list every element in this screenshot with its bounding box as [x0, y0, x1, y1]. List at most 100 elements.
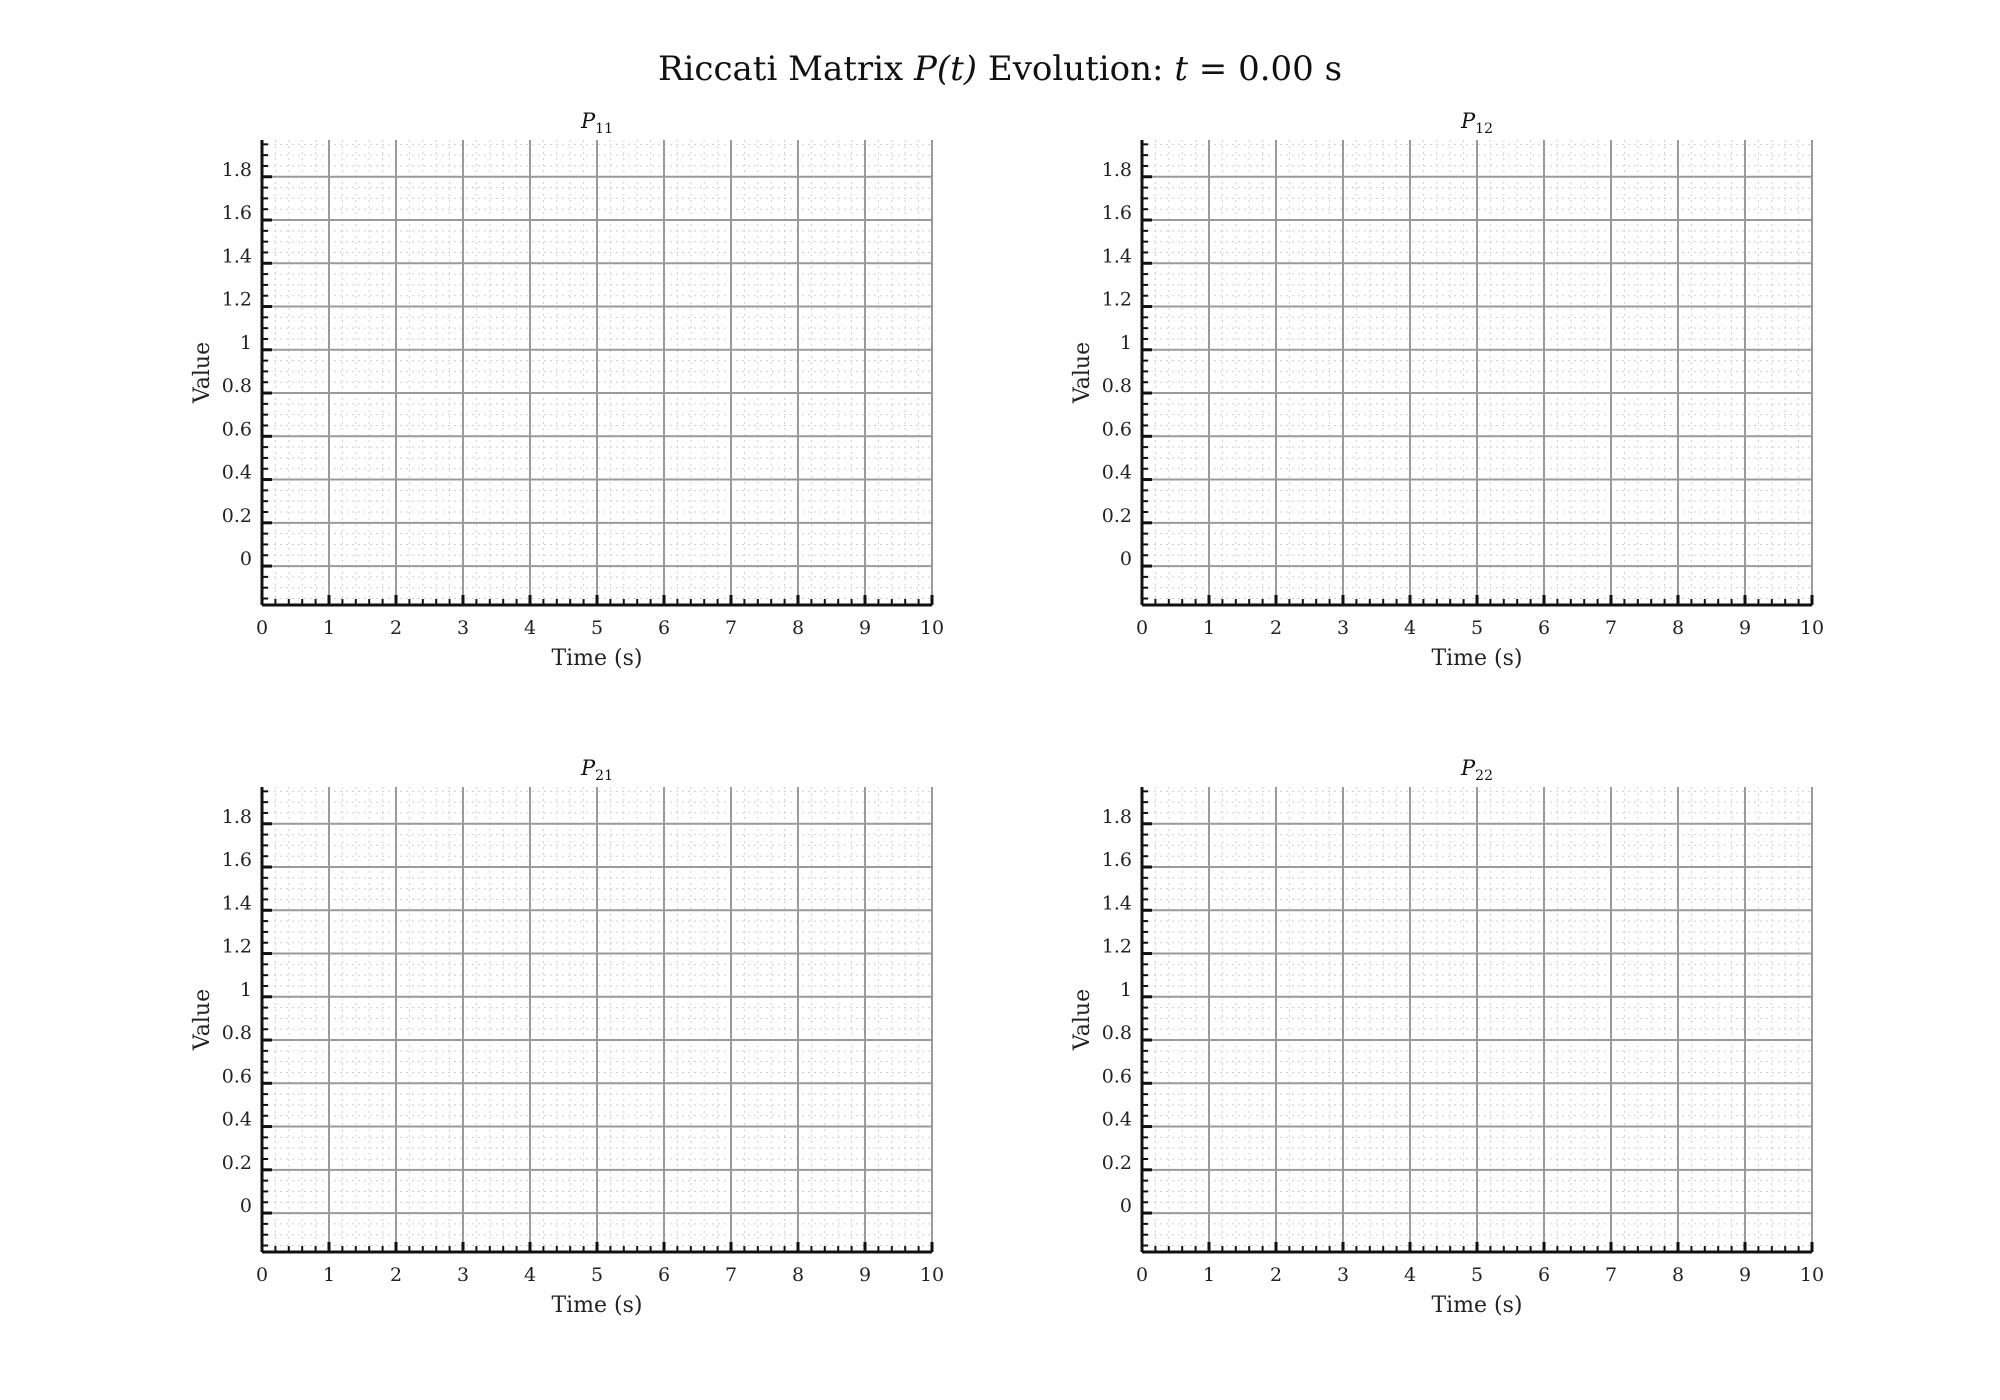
- x-tick-label: 9: [859, 617, 871, 639]
- x-tick-label: 6: [658, 617, 670, 639]
- figure-title-symbol: P(t): [913, 49, 977, 89]
- x-tick-label: 7: [1605, 617, 1617, 639]
- y-tick-label: 1.8: [1102, 159, 1132, 181]
- x-tick-label: 4: [524, 617, 536, 639]
- subplot-title-symbol: P: [580, 109, 596, 133]
- y-tick-label: 1.6: [1102, 202, 1132, 224]
- y-tick-label: 1.2: [1102, 936, 1132, 958]
- y-axis-label: Value: [1070, 989, 1095, 1051]
- x-tick-label: 9: [859, 1264, 871, 1286]
- subplot-p11: 0 1 2 3 4 5 6 7 8 9 10 0 0.2 0.4 0.6 0.8 1 1.2 1.4 1.6 1.8 Ti…: [190, 109, 944, 671]
- y-tick-label: 0: [1120, 548, 1132, 570]
- x-tick-label: 2: [390, 617, 402, 639]
- y-tick-label: 0.4: [222, 1109, 252, 1131]
- subplot-title: P11: [580, 109, 613, 137]
- x-axis-label: Time (s): [1431, 646, 1522, 671]
- y-tick-label: 0.8: [222, 1022, 252, 1044]
- x-tick-label: 9: [1739, 1264, 1751, 1286]
- x-tick-label: 8: [792, 617, 804, 639]
- x-tick-label: 4: [524, 1264, 536, 1286]
- y-tick-label: 0.6: [1102, 1065, 1132, 1087]
- x-tick-label: 2: [1270, 1264, 1282, 1286]
- x-tick-label: 3: [457, 1264, 469, 1286]
- x-tick-label: 7: [1605, 1264, 1617, 1286]
- x-tick-label: 5: [591, 617, 603, 639]
- subplot-p21: 0 1 2 3 4 5 6 7 8 9 10 0 0.2 0.4 0.6 0.8 1 1.2 1.4 1.6 1.8 Ti…: [190, 756, 944, 1318]
- subplot-title-symbol: P: [1460, 756, 1476, 780]
- y-tick-label: 1: [1120, 332, 1132, 354]
- subplot-title-symbol: P: [1460, 109, 1476, 133]
- x-tick-label: 3: [457, 617, 469, 639]
- x-tick-label: 2: [390, 1264, 402, 1286]
- subplot-title: P21: [580, 756, 613, 784]
- x-tick-label: 1: [1203, 617, 1215, 639]
- x-axis-label: Time (s): [1431, 1293, 1522, 1318]
- y-tick-label: 1.6: [222, 202, 252, 224]
- y-tick-label: 0.8: [1102, 375, 1132, 397]
- x-tick-label: 4: [1404, 617, 1416, 639]
- x-tick-label: 0: [1136, 1264, 1148, 1286]
- x-tick-label: 7: [725, 1264, 737, 1286]
- figure-title-prefix: Riccati Matrix: [658, 49, 914, 89]
- subplot-title-subscript: 12: [1475, 121, 1493, 137]
- y-tick-label: 0.2: [222, 505, 252, 527]
- x-tick-label: 8: [1672, 1264, 1684, 1286]
- y-tick-label: 1.8: [222, 806, 252, 828]
- x-tick-label: 10: [920, 1264, 944, 1286]
- y-tick-label: 1.8: [222, 159, 252, 181]
- x-tick-label: 10: [920, 617, 944, 639]
- x-tick-label: 0: [256, 617, 268, 639]
- y-tick-label: 0.2: [1102, 505, 1132, 527]
- y-tick-label: 1.4: [1102, 245, 1132, 267]
- y-tick-label: 0.8: [1102, 1022, 1132, 1044]
- x-tick-label: 4: [1404, 1264, 1416, 1286]
- y-axis-label: Value: [190, 989, 215, 1051]
- x-tick-label: 6: [1538, 1264, 1550, 1286]
- figure-title-var: t: [1174, 49, 1188, 89]
- x-tick-label: 1: [323, 1264, 335, 1286]
- y-tick-label: 1.4: [222, 245, 252, 267]
- y-tick-label: 0: [1120, 1195, 1132, 1217]
- y-tick-label: 1.6: [1102, 849, 1132, 871]
- y-tick-label: 1: [240, 332, 252, 354]
- y-tick-label: 1.4: [1102, 892, 1132, 914]
- y-tick-label: 0.6: [1102, 418, 1132, 440]
- y-tick-label: 1.4: [222, 892, 252, 914]
- y-tick-label: 0.4: [1102, 1109, 1132, 1131]
- x-tick-label: 3: [1337, 617, 1349, 639]
- subplot-title: P12: [1460, 109, 1493, 137]
- x-axis-label: Time (s): [551, 646, 642, 671]
- x-tick-label: 6: [658, 1264, 670, 1286]
- subplot-grid: 0 1 2 3 4 5 6 7 8 9 1000.20.40.60.811.21.41.61.8Ti…: [190, 109, 1824, 1318]
- x-tick-label: 2: [1270, 617, 1282, 639]
- figure-title-middle: Evolution:: [977, 49, 1174, 89]
- x-tick-label: 1: [1203, 1264, 1215, 1286]
- x-tick-label: 10: [1800, 617, 1824, 639]
- x-tick-label: 8: [1672, 617, 1684, 639]
- subplot-title-subscript: 22: [1475, 768, 1493, 784]
- x-tick-label: 5: [591, 1264, 603, 1286]
- y-tick-label: 0: [240, 1195, 252, 1217]
- subplot-title-subscript: 21: [595, 768, 613, 784]
- y-tick-label: 0.8: [222, 375, 252, 397]
- subplot-p12: 0 1 2 3 4 5 6 7 8 9 1000.20.40.60.811.21.41.61.8Ti…: [1070, 109, 1824, 671]
- y-tick-label: 0.6: [222, 1065, 252, 1087]
- x-tick-label: 0: [1136, 617, 1148, 639]
- y-axis-label: Value: [190, 342, 215, 404]
- y-tick-label: 1.2: [222, 289, 252, 311]
- y-tick-label: 0.2: [1102, 1152, 1132, 1174]
- x-tick-label: 7: [725, 617, 737, 639]
- x-tick-label: 3: [1337, 1264, 1349, 1286]
- figure-title-value: = 0.00 s: [1188, 49, 1342, 89]
- x-tick-label: 0: [256, 1264, 268, 1286]
- y-tick-label: 0.6: [222, 418, 252, 440]
- y-tick-label: 0: [240, 548, 252, 570]
- subplot-title-symbol: P: [580, 756, 596, 780]
- x-tick-label: 1: [323, 617, 335, 639]
- x-tick-label: 5: [1471, 1264, 1483, 1286]
- y-tick-label: 0.4: [1102, 462, 1132, 484]
- x-tick-label: 8: [792, 1264, 804, 1286]
- x-tick-label: 10: [1800, 1264, 1824, 1286]
- y-tick-label: 1: [1120, 979, 1132, 1001]
